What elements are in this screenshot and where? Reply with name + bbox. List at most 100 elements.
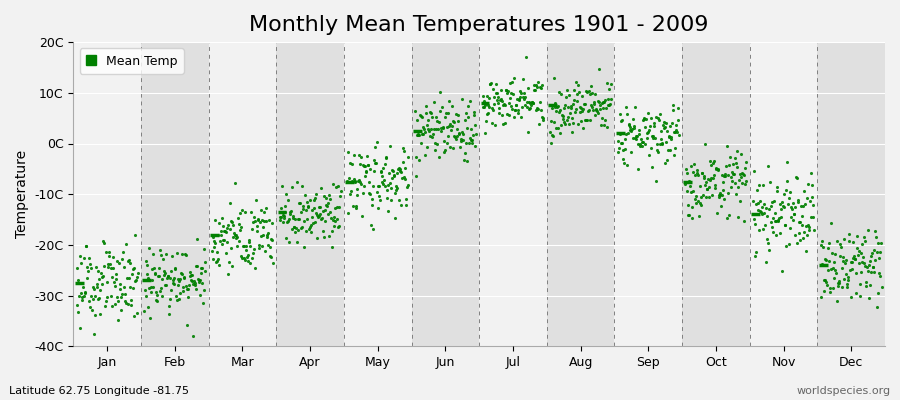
- Point: [868, 234, 883, 240]
- Point: [112, 260, 126, 267]
- Point: [650, 140, 664, 147]
- Point: [384, 167, 399, 174]
- Point: [497, 101, 511, 107]
- Point: [373, 183, 387, 189]
- Point: [576, 125, 590, 132]
- Point: [117, 284, 131, 290]
- Point: [250, 216, 265, 222]
- Point: [567, 87, 581, 93]
- Point: [858, 238, 872, 244]
- Point: [184, 278, 199, 284]
- Point: [142, 244, 157, 251]
- Point: [570, 91, 584, 97]
- Point: [397, 148, 411, 154]
- Point: [845, 259, 859, 265]
- Point: [498, 102, 512, 108]
- Point: [205, 248, 220, 254]
- Point: [448, 134, 463, 140]
- Point: [436, 124, 450, 130]
- Point: [287, 224, 302, 231]
- Point: [564, 105, 579, 111]
- Point: [747, 216, 761, 222]
- Point: [737, 165, 751, 171]
- Point: [633, 143, 647, 150]
- Point: [341, 149, 356, 156]
- Point: [176, 287, 190, 294]
- Point: [284, 211, 298, 217]
- Point: [814, 261, 829, 267]
- Point: [281, 196, 295, 203]
- Point: [689, 170, 704, 176]
- Point: [382, 182, 396, 188]
- Point: [460, 158, 474, 164]
- Point: [668, 129, 682, 135]
- Point: [190, 263, 204, 270]
- Point: [314, 216, 328, 222]
- Point: [292, 200, 306, 206]
- Point: [870, 290, 885, 296]
- Point: [769, 218, 783, 224]
- Point: [258, 218, 273, 225]
- Point: [390, 185, 404, 191]
- Point: [346, 178, 360, 184]
- Point: [262, 244, 276, 250]
- Point: [248, 246, 262, 252]
- Point: [74, 290, 88, 296]
- Point: [308, 219, 322, 225]
- Point: [525, 99, 539, 105]
- Point: [90, 280, 104, 287]
- Point: [468, 122, 482, 128]
- Point: [680, 188, 695, 195]
- Point: [79, 243, 94, 249]
- Point: [817, 256, 832, 262]
- Point: [166, 280, 180, 286]
- Bar: [276, 42, 344, 346]
- Point: [773, 230, 788, 236]
- Point: [528, 107, 543, 114]
- Point: [727, 171, 742, 177]
- Point: [496, 102, 510, 108]
- Point: [556, 104, 571, 111]
- Point: [122, 257, 137, 263]
- Point: [590, 108, 604, 114]
- Point: [652, 111, 667, 118]
- Point: [78, 289, 93, 296]
- Point: [458, 150, 473, 156]
- Point: [110, 294, 124, 300]
- Point: [248, 265, 262, 271]
- Point: [74, 260, 88, 266]
- Point: [279, 190, 293, 197]
- Point: [617, 136, 632, 142]
- Point: [670, 126, 684, 133]
- Point: [122, 284, 137, 290]
- Point: [325, 228, 339, 234]
- Point: [329, 216, 344, 222]
- Point: [554, 90, 569, 97]
- Point: [652, 115, 666, 121]
- Point: [96, 263, 111, 269]
- Point: [571, 120, 585, 127]
- Point: [872, 255, 886, 261]
- Point: [746, 168, 760, 174]
- Point: [302, 226, 316, 232]
- Point: [319, 194, 333, 201]
- Point: [710, 166, 724, 173]
- Point: [154, 251, 168, 258]
- Point: [400, 154, 415, 160]
- Point: [92, 295, 106, 301]
- Point: [446, 118, 460, 124]
- Point: [770, 218, 785, 224]
- Point: [778, 222, 792, 228]
- Point: [388, 214, 402, 221]
- Point: [357, 172, 372, 179]
- Point: [139, 258, 153, 264]
- Point: [118, 291, 132, 298]
- Point: [550, 124, 564, 131]
- Point: [240, 252, 255, 258]
- Point: [453, 144, 467, 150]
- Point: [419, 109, 434, 116]
- Point: [644, 133, 659, 139]
- Point: [489, 80, 503, 87]
- Point: [781, 201, 796, 208]
- Point: [706, 159, 720, 166]
